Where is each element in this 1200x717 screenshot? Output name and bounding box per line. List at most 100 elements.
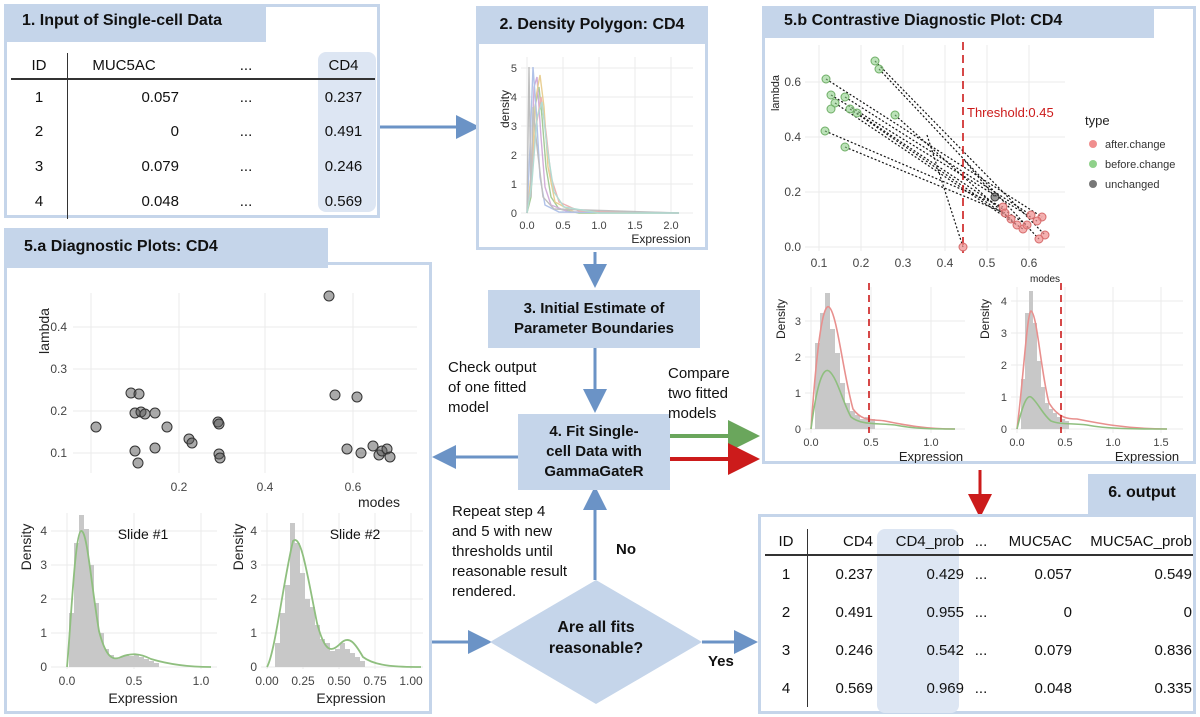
threshold-label: Threshold:0.45 (967, 105, 1054, 120)
point-before-change (826, 104, 836, 114)
cell: ... (239, 158, 253, 175)
x-tick: 0.4 (257, 480, 274, 494)
histogram-bar (1065, 421, 1069, 429)
y-tick: 2 (1001, 360, 1007, 372)
cell: 0.335 (1154, 679, 1192, 697)
legend-title: type (1085, 113, 1110, 128)
histogram-bar (280, 613, 285, 667)
header-ellipsis: ... (239, 57, 253, 74)
label-yes: Yes (708, 653, 734, 670)
histogram-bar (815, 343, 820, 429)
point-after-change (1026, 210, 1036, 220)
x-axis-label: modes (358, 494, 400, 510)
histogram-bar (330, 651, 335, 667)
x-tick: 0.5 (979, 256, 996, 270)
density-curve-after (810, 306, 956, 430)
histogram-bar (1037, 361, 1041, 429)
histogram-bar (840, 383, 845, 429)
cell: 0.491 (835, 603, 873, 621)
x-axis-label: Expression (899, 449, 963, 463)
y-tick: 1 (795, 388, 801, 400)
scatter-point (384, 451, 396, 463)
histogram-bar (149, 661, 154, 667)
y-tick: 0 (1001, 424, 1007, 436)
y-tick: 4 (511, 92, 517, 104)
y-tick: 4 (40, 524, 47, 538)
point-after-change (958, 242, 968, 252)
panel5b-title: 5.b Contrastive Diagnostic Plot: CD4 (764, 6, 1154, 38)
contrastive-density-left: 0 1 2 3 Density 0.0 0.5 1.0 Expression (774, 283, 965, 463)
header-muc5ac: MUC5AC (92, 57, 156, 74)
x-tick: 2.0 (663, 220, 678, 232)
scatter-point (323, 290, 335, 302)
y-tick: 3 (795, 316, 801, 328)
x-tick: 1.5 (627, 220, 642, 232)
note-line: model (448, 399, 489, 416)
density-line (526, 74, 680, 214)
histogram-bar (79, 515, 84, 667)
header-muc5ac: MUC5AC (1008, 533, 1072, 550)
note-line: and 5 with new (452, 523, 553, 540)
histogram-bar (74, 543, 79, 667)
histogram-bar (109, 655, 114, 667)
header-id: ID (765, 529, 808, 555)
x-tick: 0.4 (937, 256, 954, 270)
x-axis-label: Expression (316, 690, 385, 706)
histogram-bar (1021, 379, 1025, 429)
cell: 0.079 (141, 158, 179, 175)
cell: 0.237 (835, 566, 873, 583)
x-tick: 0.25 (291, 674, 315, 688)
y-tick: 2 (250, 592, 257, 606)
y-tick: 1 (1001, 392, 1007, 404)
slide1-label: Slide #1 (118, 526, 169, 542)
cell: 3 (11, 149, 68, 184)
scatter-point (139, 408, 151, 420)
scatter-point (186, 437, 198, 449)
header-id: ID (11, 53, 68, 79)
histogram-bar (855, 415, 860, 429)
histogram-bar (335, 649, 340, 667)
x-tick: 0.0 (803, 437, 818, 449)
y-tick: 0.4 (50, 320, 67, 334)
histogram-bar (1033, 323, 1037, 429)
histogram-bar (1049, 409, 1053, 429)
step3-line2: Parameter Boundaries (513, 320, 675, 337)
cell: 0.542 (926, 641, 964, 659)
point-after-change (1034, 234, 1044, 244)
x-axis-label: Expression (1115, 449, 1179, 463)
legend-swatch-unchanged (1089, 180, 1097, 188)
note-line: thresholds until (452, 543, 553, 560)
y-tick: 0.1 (50, 446, 67, 460)
y-tick: 1 (511, 179, 517, 191)
x-tick: 0.5 (1057, 437, 1072, 449)
y-tick: 0 (250, 660, 257, 674)
density-line (526, 66, 680, 214)
panel-output: ID CD4 CD4_prob ... MUC5AC MUC5AC_prob 1… (758, 514, 1196, 714)
header-cd4: CD4 (842, 533, 873, 550)
cell: 4 (765, 669, 808, 707)
cell: 0.569 (324, 193, 363, 210)
histogram-bar (114, 659, 119, 667)
x-tick: 1.0 (591, 220, 606, 232)
histogram-bar (300, 573, 305, 667)
histogram-bar (835, 353, 840, 429)
panel6-title: 6. output (1088, 474, 1196, 514)
histogram-bar (295, 543, 300, 667)
scatter-point (149, 442, 161, 454)
cell: ... (974, 641, 988, 659)
density-polygon-plot: 0 1 2 3 4 5 density 0.0 0.5 1.0 1.5 2.0 … (498, 57, 693, 246)
decision-diamond (490, 580, 702, 704)
histogram-bar (154, 663, 159, 667)
y-axis-label: Density (18, 524, 34, 571)
x-tick: 0.1 (811, 256, 828, 270)
x-tick: 1.00 (399, 674, 423, 688)
cell: 0.057 (141, 88, 179, 106)
cell: 0.491 (324, 123, 363, 140)
scatter-point (341, 443, 353, 455)
histogram-bar (119, 657, 124, 667)
histogram-bar (325, 643, 330, 667)
y-axis-label: density (498, 90, 512, 128)
histogram-bar (94, 603, 99, 667)
histogram-bar (845, 403, 850, 429)
scatter-point (214, 452, 226, 464)
